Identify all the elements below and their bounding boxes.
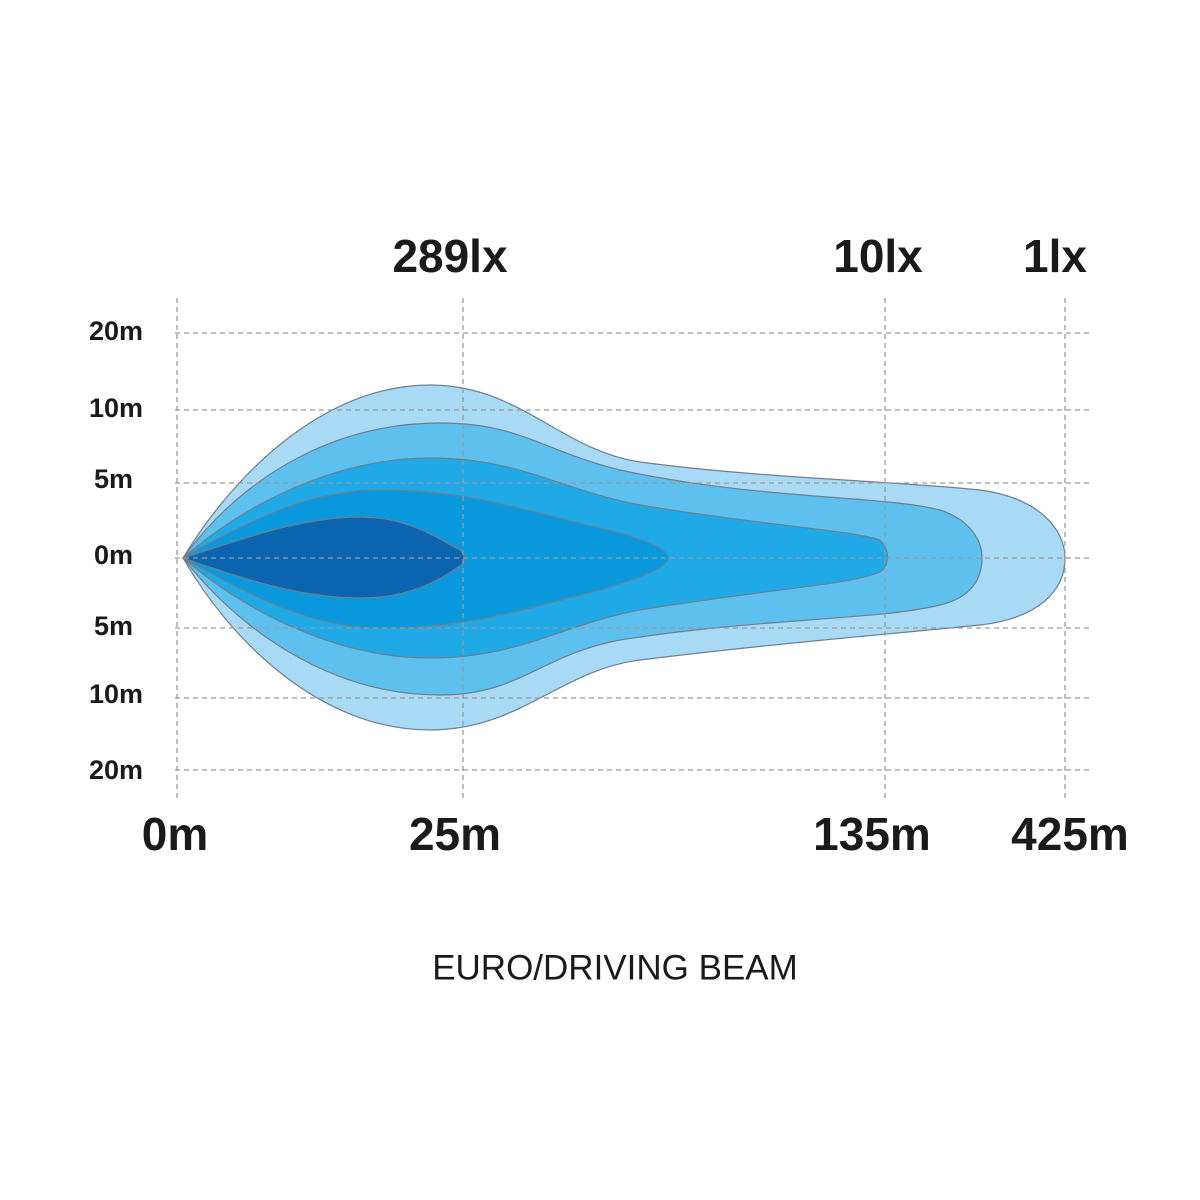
y-label: 20m [89, 755, 143, 785]
y-label: 10m [89, 679, 143, 709]
x-label: 425m [1011, 808, 1129, 860]
x-label: 135m [813, 808, 931, 860]
y-label: 5m [94, 611, 133, 641]
x-label: 25m [409, 808, 501, 860]
caption: EURO/DRIVING BEAM [432, 948, 798, 987]
lux-label: 10lx [833, 230, 923, 282]
x-label: 0m [142, 808, 208, 860]
y-label: 20m [89, 316, 143, 346]
y-labels: 20m 10m 5m 0m 5m 10m 20m [89, 316, 143, 785]
grid [175, 298, 1092, 802]
y-label: 5m [94, 464, 133, 494]
x-labels: 0m 25m 135m 425m [142, 808, 1129, 860]
beam-pattern [181, 384, 1066, 731]
y-label: 0m [94, 540, 133, 570]
lux-label: 289lx [392, 230, 508, 282]
y-label: 10m [89, 393, 143, 423]
lux-label: 1lx [1023, 230, 1087, 282]
lux-labels: 289lx 10lx 1lx [392, 230, 1087, 282]
